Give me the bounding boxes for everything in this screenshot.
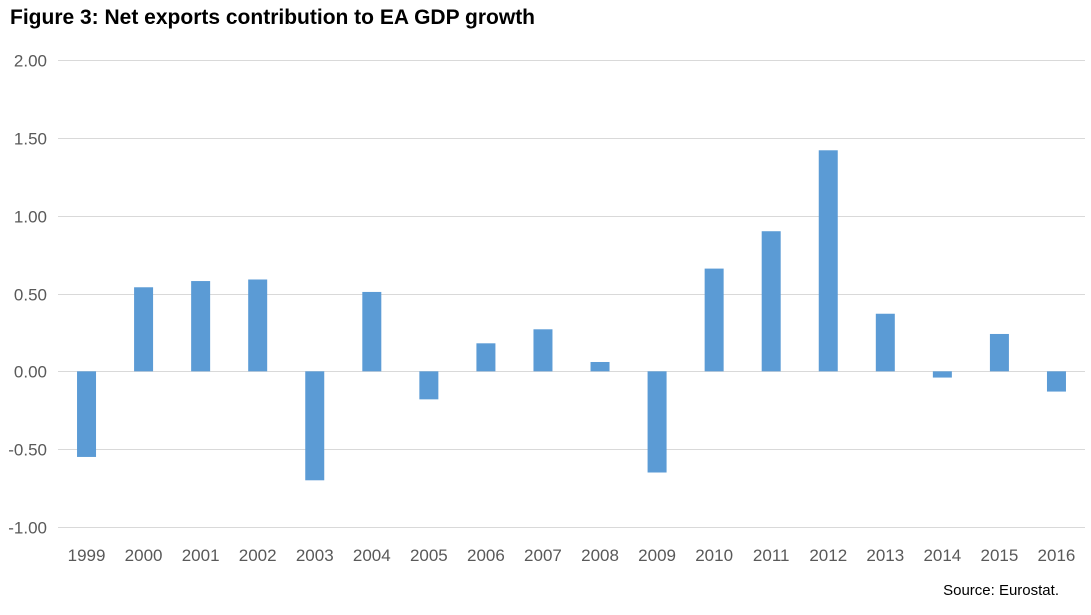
y-tick-label: 0.50 (14, 286, 47, 305)
bar-2007 (533, 329, 553, 372)
x-tick-label: 2013 (866, 546, 904, 565)
bar-2011 (761, 231, 781, 372)
x-tick-label: 2014 (923, 546, 961, 565)
x-tick-label: 2009 (638, 546, 676, 565)
bar-2014 (932, 371, 952, 378)
x-axis-ticks: 1999 2000 2001 2002 2003 2004 2005 2006 2007 2008… (68, 546, 1076, 565)
bar-2004 (362, 291, 382, 372)
bars (77, 150, 1066, 481)
bar-2015 (989, 333, 1009, 372)
x-tick-label: 2011 (753, 546, 790, 565)
y-tick-label: -1.00 (8, 519, 47, 538)
x-tick-label: 2015 (981, 546, 1019, 565)
x-tick-label: 2002 (239, 546, 277, 565)
x-tick-label: 2005 (410, 546, 448, 565)
bar-2003 (305, 371, 325, 481)
x-tick-label: 2012 (809, 546, 847, 565)
gridlines (58, 60, 1085, 528)
bar-2001 (191, 281, 211, 372)
chart-title: Figure 3: Net exports contribution to EA… (10, 6, 536, 29)
y-tick-label: 1.50 (14, 130, 47, 149)
y-tick-label: -0.50 (8, 441, 47, 460)
x-tick-label: 2006 (467, 546, 505, 565)
bar-2000 (134, 287, 154, 372)
bar-2002 (248, 279, 268, 372)
y-tick-label: 2.00 (14, 52, 47, 71)
x-tick-label: 2004 (353, 546, 391, 565)
x-tick-label: 2008 (581, 546, 619, 565)
x-tick-label: 2001 (182, 546, 220, 565)
x-tick-label: 2000 (125, 546, 163, 565)
x-tick-label: 2010 (695, 546, 733, 565)
y-axis-ticks: -1.00 -0.50 0.00 0.50 1.00 1.50 2.00 (8, 52, 47, 538)
bar-1999 (77, 371, 97, 457)
bar-2012 (818, 150, 838, 372)
x-tick-label: 2003 (296, 546, 334, 565)
y-tick-label: 1.00 (14, 208, 47, 227)
bar-2008 (590, 361, 610, 372)
x-tick-label: 2007 (524, 546, 562, 565)
x-tick-label: 2016 (1038, 546, 1076, 565)
source-note: Source: Eurostat. (943, 582, 1059, 599)
bar-2016 (1046, 371, 1066, 392)
bar-2010 (704, 268, 724, 372)
x-tick-label: 1999 (68, 546, 106, 565)
bar-2009 (647, 371, 667, 473)
bar-2013 (875, 313, 895, 372)
bar-2006 (476, 343, 496, 372)
y-tick-label: 0.00 (14, 363, 47, 382)
bar-2005 (419, 371, 439, 400)
